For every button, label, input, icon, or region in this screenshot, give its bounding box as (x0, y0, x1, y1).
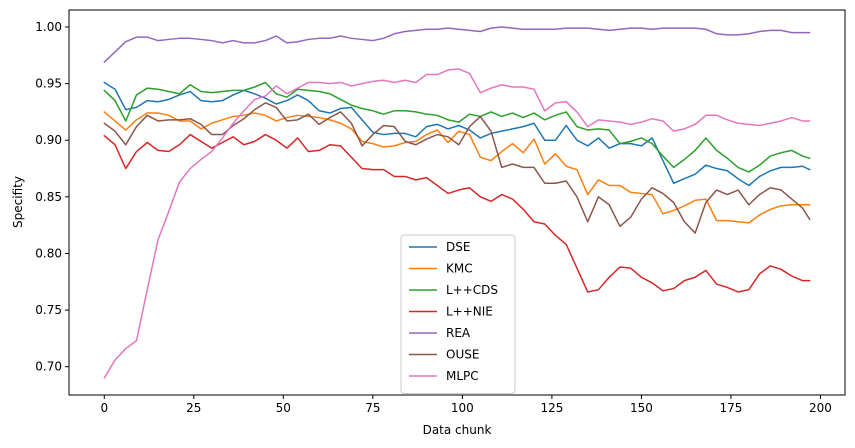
series-line-l-nie (103, 133, 811, 293)
x-tick-label: 50 (276, 401, 291, 415)
y-tick-label: 0.80 (35, 246, 62, 260)
legend-label-l-nie: L++NIE (446, 305, 493, 319)
x-axis-label: Data chunk (423, 423, 492, 437)
y-tick-label: 0.90 (35, 133, 62, 147)
x-tick-label: 100 (451, 401, 474, 415)
series-line-mlpc (103, 68, 811, 379)
legend-label-kmc: KMC (446, 262, 473, 276)
series-line-kmc (103, 111, 811, 224)
y-tick-label: 0.75 (35, 303, 62, 317)
y-axis: 0.70 0.75 0.80 0.85 0.90 0.95 1.00 (35, 20, 69, 374)
y-tick-label: 0.95 (35, 77, 62, 91)
y-tick-label: 1.00 (35, 20, 62, 34)
series-line-ouse (103, 102, 811, 234)
legend-label-mlpc: MLPC (446, 369, 479, 383)
plot-frame (68, 9, 846, 396)
y-tick-label: 0.85 (35, 190, 62, 204)
legend: DSE KMC L++CDS L++NIE REA OUSE MLPC (400, 234, 516, 394)
series-lines (103, 26, 811, 379)
legend-label-rea: REA (446, 326, 471, 340)
x-tick-label: 175 (719, 401, 742, 415)
series-line-rea (103, 26, 811, 63)
legend-label-l-cds: L++CDS (446, 283, 498, 297)
x-tick-label: 125 (540, 401, 563, 415)
series-line-l-cds (103, 81, 811, 173)
series-line-dse (103, 81, 811, 187)
legend-label-ouse: OUSE (446, 348, 479, 362)
x-tick-label: 0 (100, 401, 108, 415)
x-axis: 0 25 50 75 100 125 150 175 200 (100, 395, 832, 415)
legend-label-dse: DSE (446, 240, 470, 254)
x-tick-label: 25 (186, 401, 201, 415)
x-tick-label: 150 (630, 401, 653, 415)
y-axis-label: Specifity (11, 176, 25, 228)
x-tick-label: 75 (365, 401, 380, 415)
y-tick-label: 0.70 (35, 360, 62, 374)
x-tick-label: 200 (809, 401, 832, 415)
